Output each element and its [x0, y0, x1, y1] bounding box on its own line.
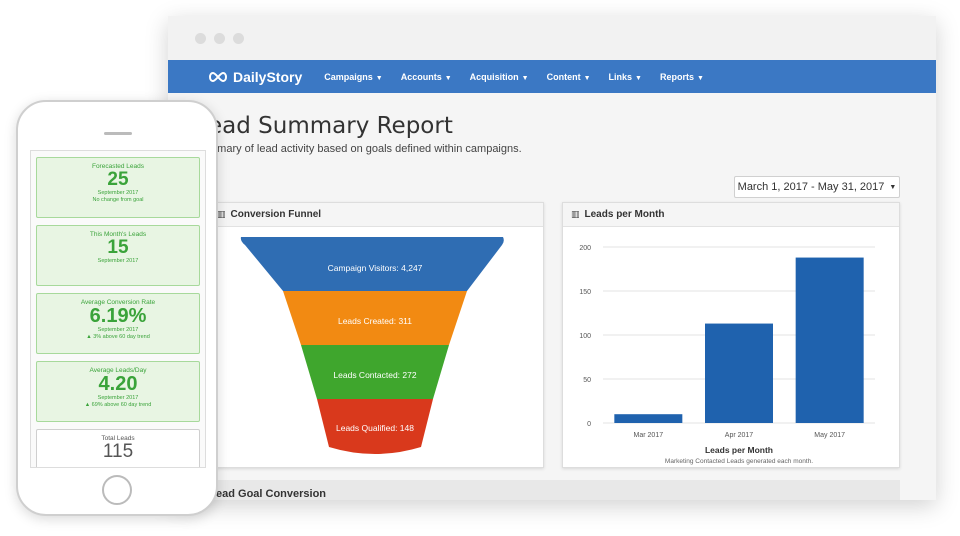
x-tick-label: Apr 2017: [725, 432, 754, 439]
kpi-trend: No change from goal: [92, 197, 144, 204]
funnel-label: Leads Contacted: 272: [333, 370, 416, 380]
kpi-trend: ▲ 69% above 60 day trend: [84, 402, 152, 409]
nav-links[interactable]: Links ▼: [609, 72, 642, 82]
y-tick-label: 0: [587, 421, 591, 428]
funnel-label: Leads Created: 311: [338, 316, 412, 326]
nav-label: Campaigns: [324, 71, 373, 82]
chart-subtitle: Marketing Contacted Leads generated each…: [665, 458, 813, 465]
caret-down-icon: ▼: [635, 74, 642, 82]
nav-reports[interactable]: Reports ▼: [660, 72, 704, 82]
funnel-stage-visitors[interactable]: [240, 237, 504, 291]
panel-header: ▥ Leads per Month: [563, 203, 899, 227]
date-range-picker[interactable]: March 1, 2017 - May 31, 2017 ▼: [734, 176, 900, 198]
caret-down-icon: ▼: [889, 183, 897, 191]
nav-label: Accounts: [400, 71, 442, 82]
window-titlebar: [168, 16, 936, 60]
funnel-label: Campaign Visitors: 4,247: [328, 263, 423, 273]
kpi-label: Average Leads/Day: [89, 367, 147, 374]
panel-title: Conversion Funnel: [230, 209, 322, 220]
kpi-value: 6.19%: [89, 305, 147, 327]
y-tick-label: 100: [579, 333, 591, 340]
caret-down-icon: ▼: [375, 74, 383, 82]
panel-header: ▥ Conversion Funnel: [209, 203, 543, 227]
kpi-card-leads-per-day[interactable]: Average Leads/Day 4.20 September 2017 ▲ …: [36, 361, 200, 422]
kpi-value: 25: [107, 169, 129, 190]
bar[interactable]: [614, 414, 683, 423]
kpi-label: This Month's Leads: [89, 231, 147, 238]
kpi-card-month-leads[interactable]: This Month's Leads 15 September 2017: [36, 225, 200, 286]
kpi-period: September 2017: [97, 189, 139, 196]
date-range-value: March 1, 2017 - May 31, 2017: [737, 181, 885, 193]
funnel-label: Leads Qualified: 148: [336, 423, 414, 433]
kpi-trend: ▲ 3% above 60 day trend: [86, 334, 150, 341]
window-maximize-dot[interactable]: [233, 33, 244, 44]
caret-down-icon: ▼: [444, 74, 452, 82]
funnel-chart: Campaign Visitors: 4,247 Leads Created: …: [240, 237, 504, 454]
kpi-period: September 2017: [97, 395, 139, 401]
caret-down-icon: ▼: [697, 74, 704, 82]
kpi-period: September 2017: [97, 327, 139, 333]
kpi-value: 115: [102, 441, 134, 462]
brand-name: DailyStory: [233, 68, 303, 85]
mobile-device: Forecasted Leads 25 September 2017 No ch…: [16, 100, 218, 516]
kpi-label: Average Conversion Rate: [80, 299, 156, 306]
conversion-funnel-panel: ▥ Conversion Funnel Campaign Visitors: 4…: [208, 202, 544, 468]
bar[interactable]: [795, 257, 864, 423]
bar-chart-icon: ▥: [217, 209, 226, 219]
x-tick-label: May 2017: [814, 432, 845, 439]
infinity-logo-icon: [209, 71, 227, 82]
nav-label: Reports: [659, 71, 694, 82]
chart-title: Leads per Month: [705, 445, 773, 455]
funnel-stage-contacted[interactable]: [301, 345, 449, 399]
kpi-period: September 2017: [97, 257, 139, 264]
window-minimize-dot[interactable]: [214, 33, 225, 44]
phone-speaker: [104, 132, 132, 135]
funnel-stage-created[interactable]: [283, 291, 467, 345]
kpi-value: 15: [107, 237, 129, 258]
page-subtitle: mmary of lead activity based on goals de…: [208, 143, 522, 155]
browser-window: DailyStory Campaigns ▼ Accounts ▼ Acquisit…: [168, 16, 936, 500]
top-navbar: DailyStory Campaigns ▼ Accounts ▼ Acquisit…: [168, 60, 936, 93]
mobile-screen: Forecasted Leads 25 September 2017 No ch…: [30, 150, 206, 468]
nav-content[interactable]: Content ▼: [547, 72, 591, 82]
caret-down-icon: ▼: [583, 74, 591, 82]
bar[interactable]: [705, 323, 773, 423]
panel-title: ead Goal Conversion: [216, 488, 327, 500]
nav-label: Content: [546, 71, 581, 82]
kpi-card-total-leads[interactable]: Total Leads 115: [36, 429, 200, 467]
nav-accounts[interactable]: Accounts ▼: [401, 72, 452, 82]
nav-label: Acquisition: [469, 71, 519, 82]
caret-down-icon: ▼: [521, 74, 529, 82]
leads-per-month-panel: ▥ Leads per Month 0 50 100 150 200 Mar 2017 Ap…: [562, 202, 900, 468]
x-tick-label: Mar 2017: [634, 432, 664, 439]
y-tick-label: 150: [579, 289, 591, 296]
y-tick-label: 50: [583, 377, 591, 384]
kpi-card-conversion-rate[interactable]: Average Conversion Rate 6.19% September …: [36, 293, 200, 354]
funnel-stage-qualified[interactable]: [317, 399, 433, 454]
panel-title: Leads per Month: [584, 209, 665, 220]
nav-label: Links: [608, 71, 633, 82]
brand-logo[interactable]: DailyStory: [208, 69, 302, 85]
bar-chart-icon: ▥: [571, 209, 580, 219]
window-close-dot[interactable]: [195, 33, 206, 44]
y-tick-label: 200: [579, 245, 591, 252]
nav-acquisition[interactable]: Acquisition ▼: [470, 72, 529, 82]
lead-goal-conversion-panel: ead Goal Conversion: [208, 480, 900, 500]
kpi-value: 4.20: [98, 373, 138, 395]
nav-campaigns[interactable]: Campaigns ▼: [324, 72, 382, 82]
kpi-label: Total Leads: [101, 435, 135, 442]
home-button[interactable]: [102, 475, 132, 505]
page-title: ead Summary Report: [208, 113, 453, 139]
kpi-label: Forecasted Leads: [91, 163, 145, 170]
kpi-card-forecasted-leads[interactable]: Forecasted Leads 25 September 2017 No ch…: [36, 157, 200, 218]
leads-bar-chart: 0 50 100 150 200 Mar 2017 Apr 2017 May 2017 Lead…: [579, 245, 875, 465]
